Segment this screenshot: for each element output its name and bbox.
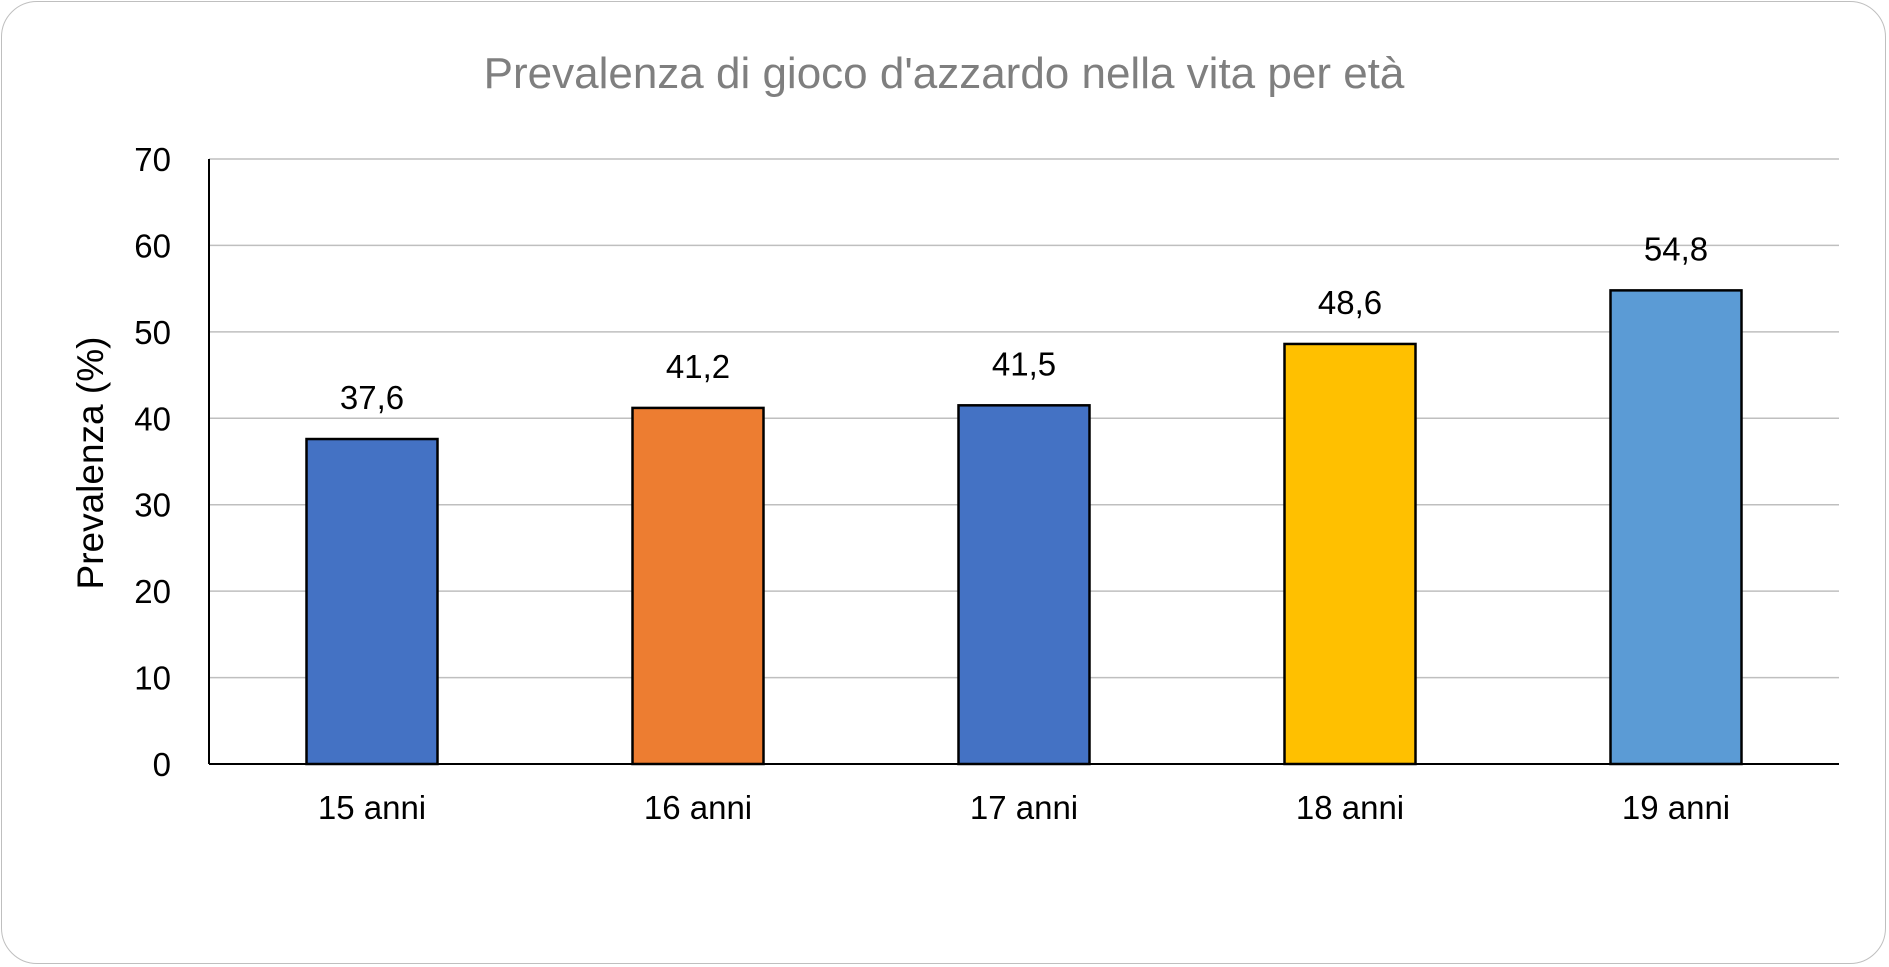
y-tick-label: 50 [134,314,171,351]
y-tick-labels: 0 10 20 30 40 50 60 70 [134,141,171,783]
chart-title: Prevalenza di gioco d'azzardo nella vita… [484,49,1405,98]
y-tick-label: 70 [134,141,171,178]
x-category-label: 17 anni [970,789,1078,826]
y-tick-label: 30 [134,487,171,524]
bar [1609,289,1743,766]
data-labels: 37,6 41,2 41,5 48,6 54,8 [340,230,1708,416]
x-category-label: 19 anni [1622,789,1730,826]
y-axis-title: Prevalenza (%) [70,337,111,590]
bar [1283,342,1417,766]
x-category-labels: 15 anni 16 anni 17 anni 18 anni 19 anni [318,789,1730,826]
bar [957,404,1091,766]
y-tick-label: 0 [153,746,171,783]
x-category-label: 15 anni [318,789,426,826]
y-tick-label: 20 [134,573,171,610]
data-label: 41,2 [666,348,730,385]
bar [631,406,765,766]
data-label: 41,5 [992,345,1056,382]
bars [305,289,1743,766]
data-label: 54,8 [1644,230,1708,267]
x-category-label: 16 anni [644,789,752,826]
y-tick-label: 60 [134,227,171,264]
y-tick-label: 40 [134,400,171,437]
y-tick-label: 10 [134,660,171,697]
axes [208,159,1839,765]
data-label: 48,6 [1318,284,1382,321]
bar [305,437,439,766]
data-label: 37,6 [340,379,404,416]
x-category-label: 18 anni [1296,789,1404,826]
